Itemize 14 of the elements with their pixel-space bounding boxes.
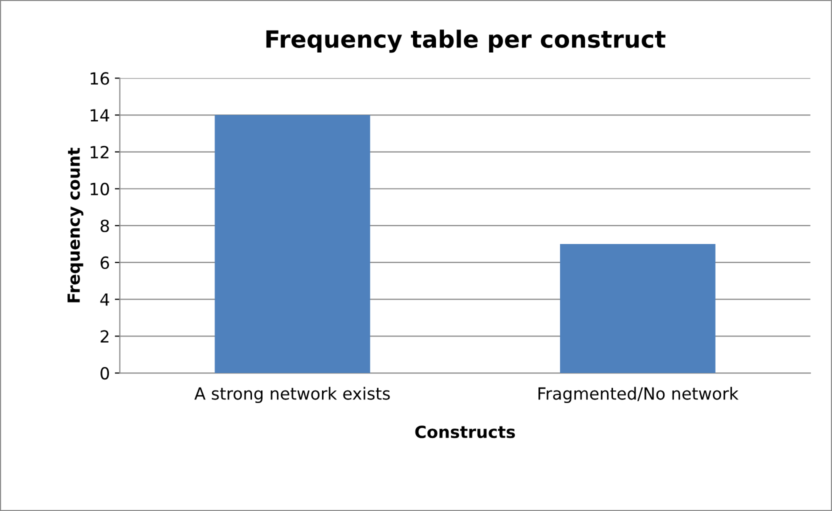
y-tick-label: 6 xyxy=(100,256,110,270)
y-tick-label: 12 xyxy=(90,146,108,158)
x-tick-label: Fragmented/No network xyxy=(538,386,739,404)
chart-title: Frequency table per construct xyxy=(266,30,666,53)
y-tick-label: 10 xyxy=(90,182,109,196)
y-tick-label: 0 xyxy=(100,366,109,380)
y-axis-title: Frequency count xyxy=(68,148,84,302)
y-tick-label: 16 xyxy=(90,72,110,85)
x-tick-label: A strong network exists xyxy=(194,386,390,404)
x-axis-title: Constructs xyxy=(415,426,515,438)
y-tick-label: 4 xyxy=(100,294,110,306)
y-tick-label: 2 xyxy=(100,330,108,343)
y-tick-label: 14 xyxy=(90,109,110,122)
y-tick-label: 8 xyxy=(100,220,109,232)
